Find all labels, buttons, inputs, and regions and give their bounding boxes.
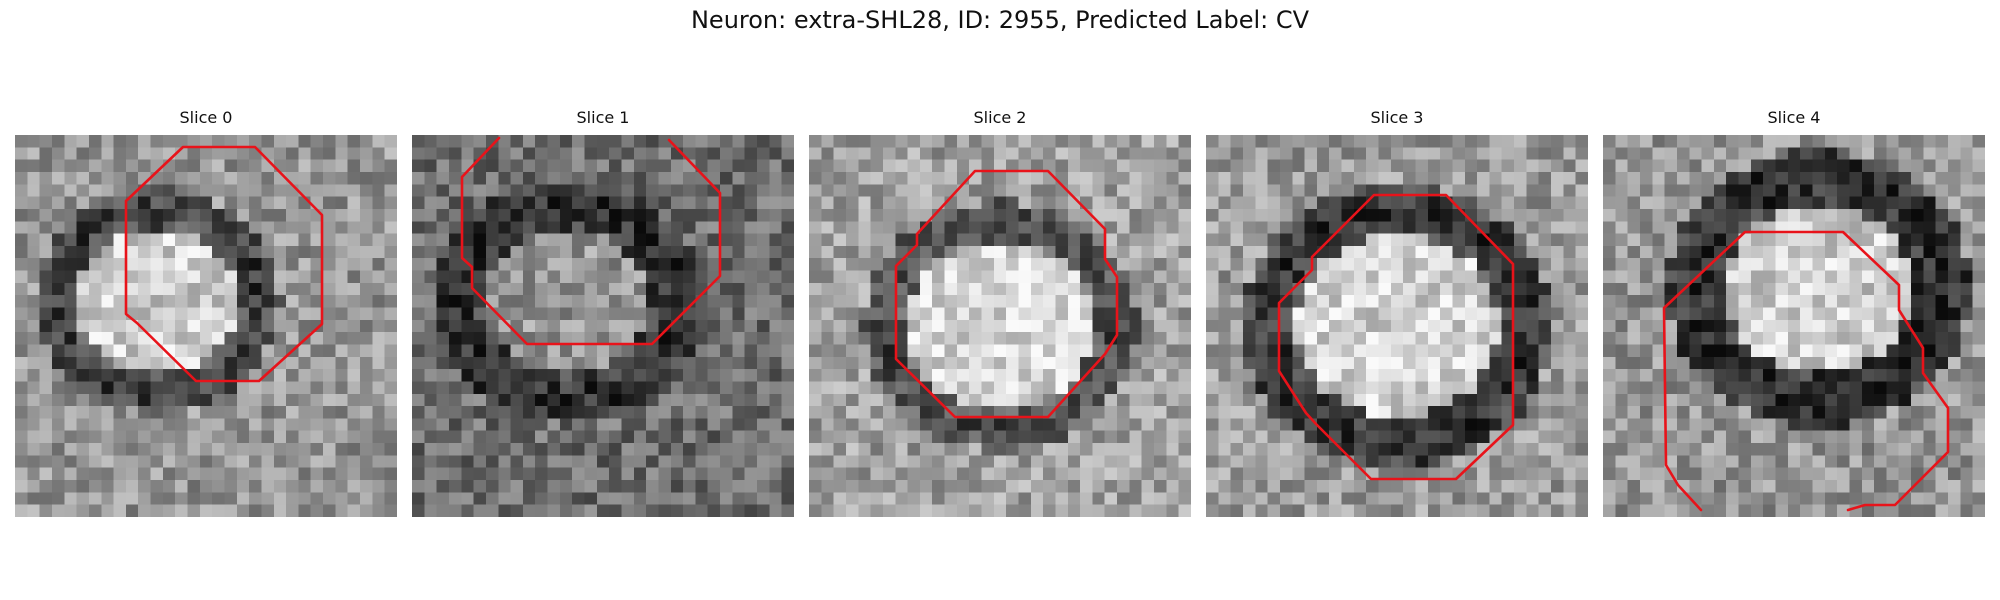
slice-1-panel xyxy=(412,135,794,517)
slice-1-image xyxy=(412,135,794,517)
slice-4-title: Slice 4 xyxy=(1767,108,1821,127)
slice-3-image xyxy=(1206,135,1588,517)
slice-0-image xyxy=(15,135,397,517)
slice-0-panel xyxy=(15,135,397,517)
figure-title: Neuron: extra-SHL28, ID: 2955, Predicted… xyxy=(690,6,1310,34)
slice-2-image xyxy=(809,135,1191,517)
slice-0-contour xyxy=(124,145,324,383)
slice-3-title: Slice 3 xyxy=(1370,108,1424,127)
slice-1-title: Slice 1 xyxy=(576,108,630,127)
slice-2-panel xyxy=(809,135,1191,517)
slice-2-title: Slice 2 xyxy=(973,108,1027,127)
slice-3-panel xyxy=(1206,135,1588,517)
slice-2-contour xyxy=(894,169,1119,419)
slice-0-title: Slice 0 xyxy=(179,108,233,127)
slice-1-contour xyxy=(460,136,722,346)
slice-4-panel xyxy=(1603,135,1985,517)
slice-3-contour xyxy=(1277,193,1515,481)
slice-4-contour xyxy=(1662,230,1950,512)
